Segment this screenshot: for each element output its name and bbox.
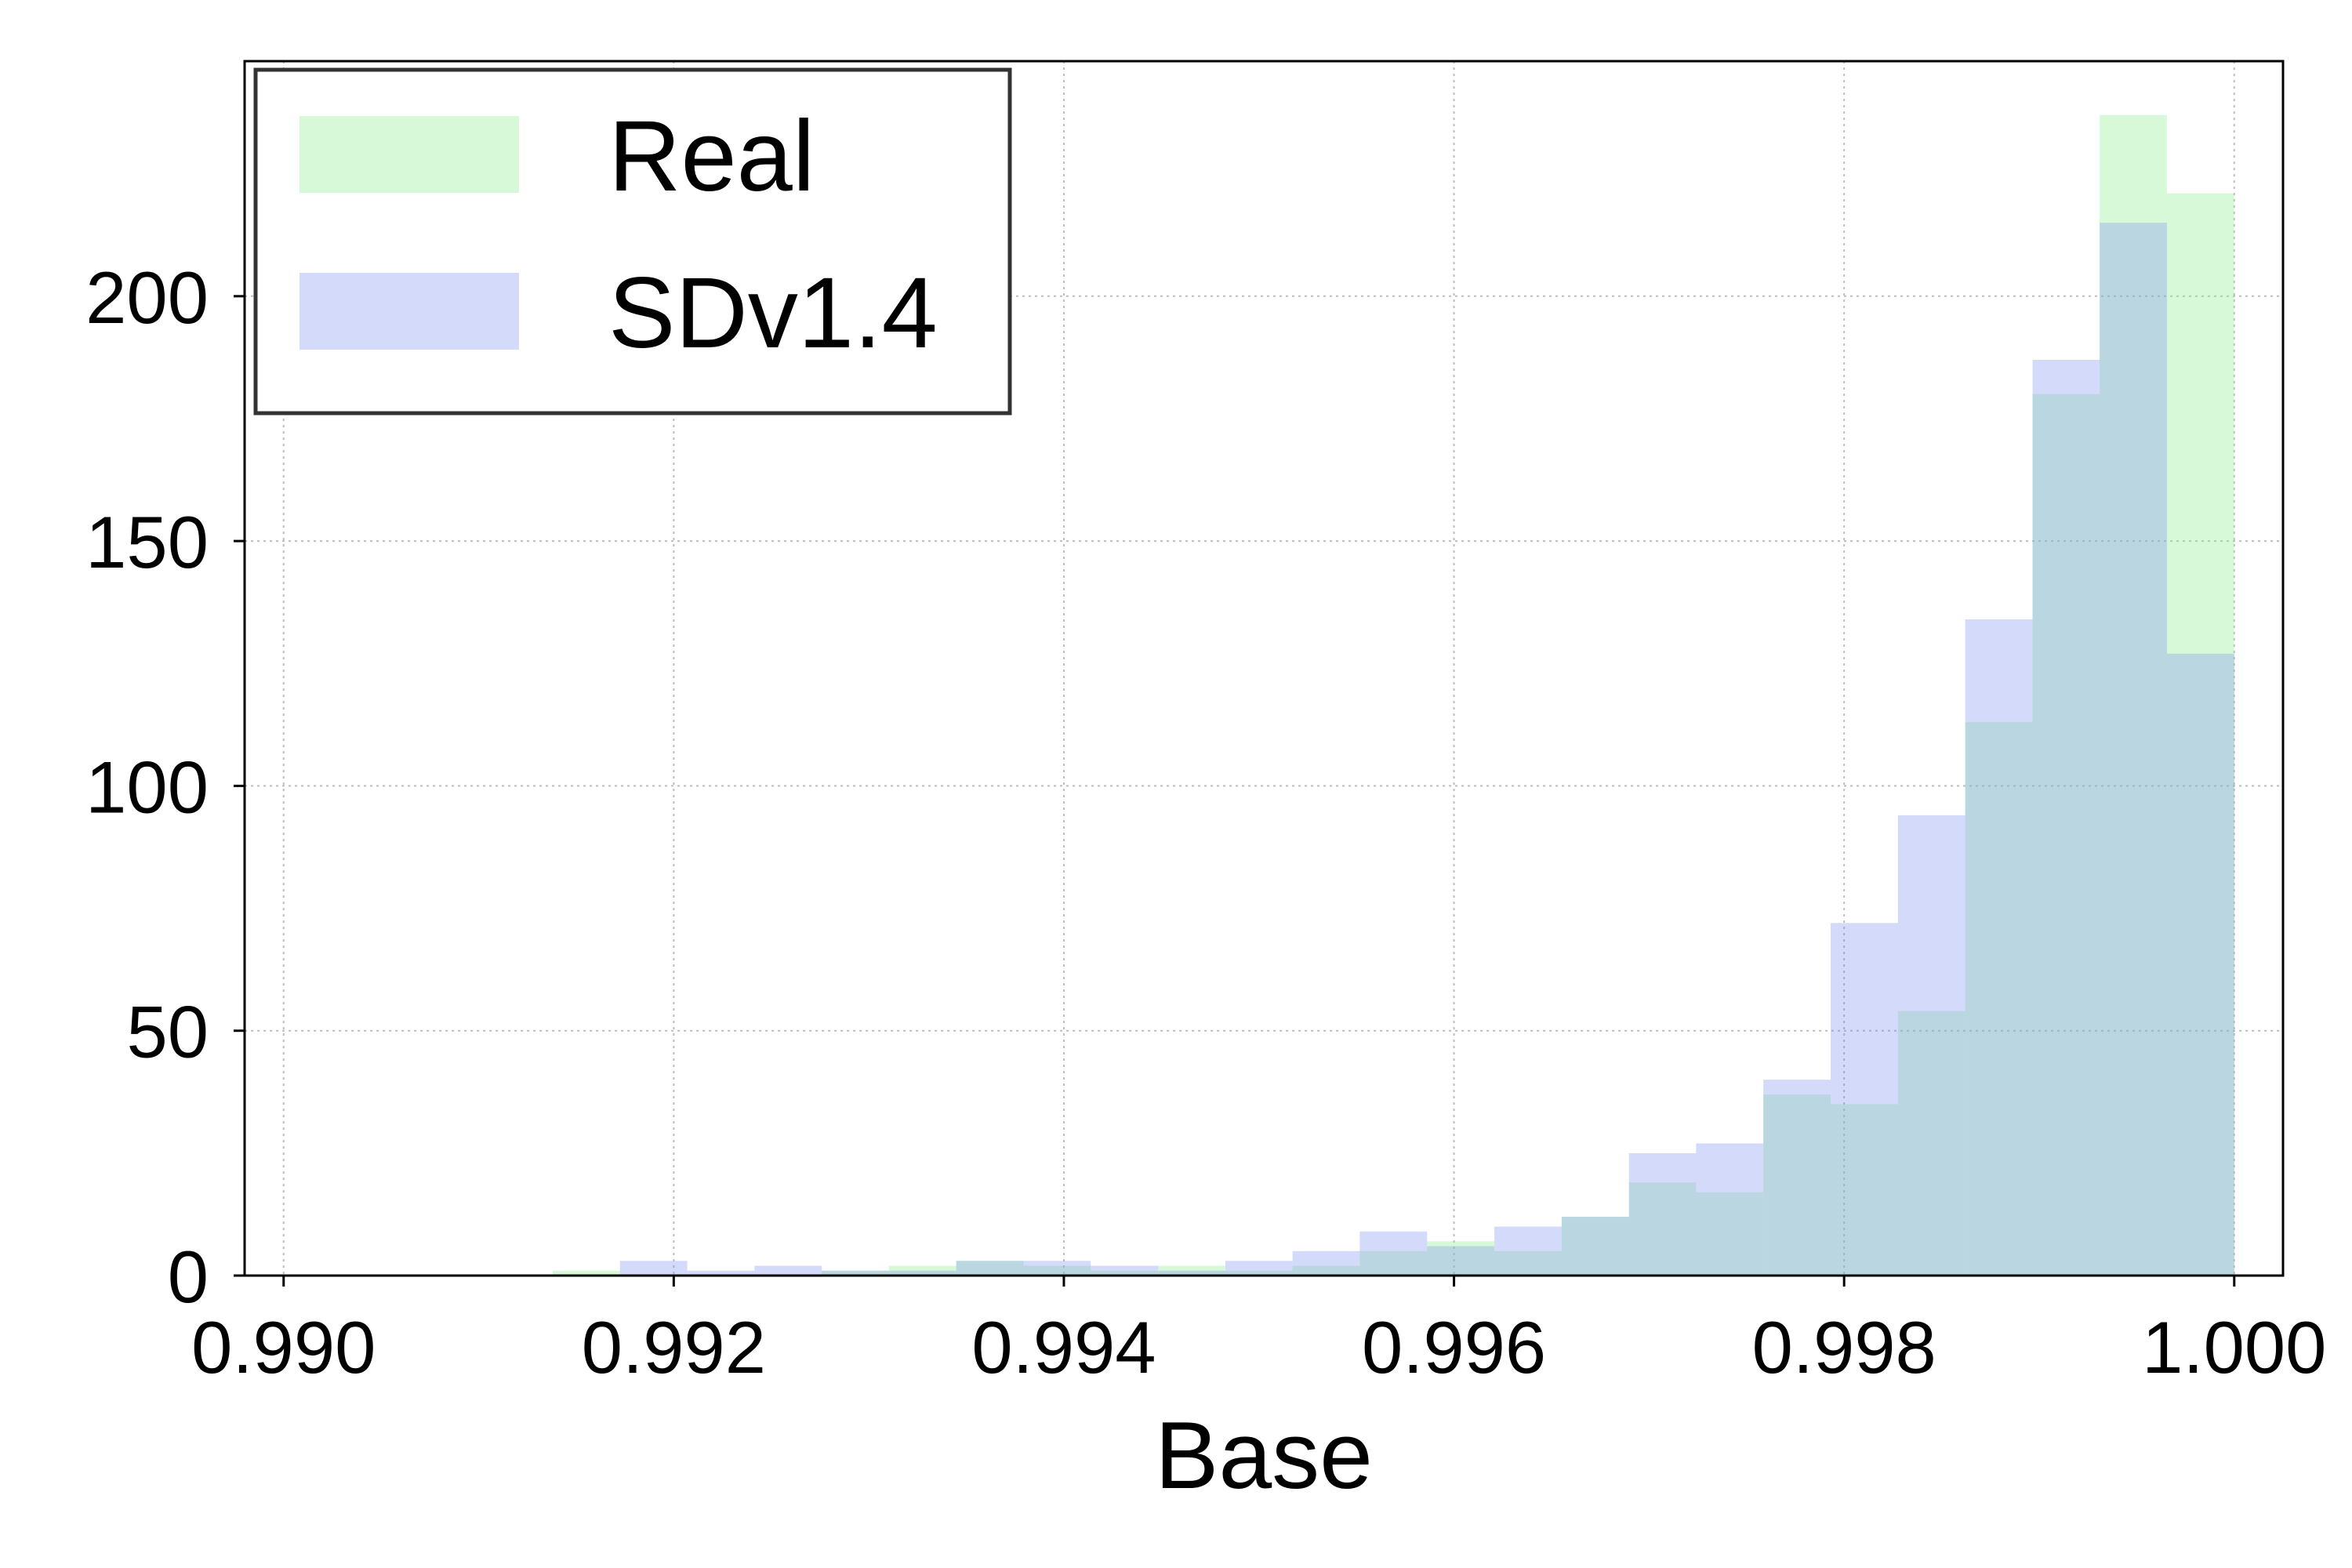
y-tick-label: 200 xyxy=(85,256,209,339)
legend-label-real: Real xyxy=(608,100,815,212)
legend: Real SDv1.4 xyxy=(253,67,1012,416)
legend-swatch-sdv14 xyxy=(299,273,519,350)
y-tick-label: 50 xyxy=(126,991,209,1073)
histogram-bar xyxy=(1561,1217,1629,1276)
legend-swatch-real xyxy=(299,116,519,193)
histogram-bar xyxy=(2032,394,2100,1276)
histogram-bar xyxy=(1091,1265,1159,1276)
histogram-bar xyxy=(822,1270,889,1276)
histogram-bar xyxy=(2032,360,2100,1276)
histogram-bar xyxy=(1023,1261,1091,1276)
histogram-bar xyxy=(1158,1265,1225,1276)
x-tick-label: 0.994 xyxy=(971,1306,1156,1388)
y-tick-label: 100 xyxy=(85,746,209,828)
histogram-bar xyxy=(1561,1217,1629,1276)
histogram-bar xyxy=(1831,923,1898,1276)
histogram-bar xyxy=(1763,1080,1831,1276)
axis-ticks: 0.990 0.992 0.994 0.996 0.998 1.000 0 50 100 150 2… xyxy=(85,256,2326,1388)
histogram-bar xyxy=(1359,1231,1428,1276)
x-tick-label: 0.990 xyxy=(191,1306,376,1388)
legend-frame xyxy=(253,67,1012,416)
x-tick-label: 0.998 xyxy=(1752,1306,1936,1388)
histogram-bar xyxy=(2166,193,2234,1276)
histogram-bar xyxy=(1897,815,1965,1276)
series-sdv14 xyxy=(619,223,2234,1276)
histogram-bar xyxy=(2100,223,2167,1276)
histogram-bar xyxy=(1225,1261,1293,1276)
histogram-bar xyxy=(754,1265,822,1276)
histogram-bar xyxy=(822,1270,889,1276)
histogram-bar xyxy=(888,1265,956,1276)
histogram-bar xyxy=(1763,1094,1831,1276)
histogram-bar xyxy=(1897,1011,1965,1276)
histogram-bar xyxy=(2166,653,2234,1276)
histogram-bar xyxy=(1023,1265,1091,1276)
histogram-bar xyxy=(1494,1250,1562,1276)
histogram-bar xyxy=(1965,722,2033,1276)
histogram-bar xyxy=(1696,1143,1764,1276)
histogram-bar xyxy=(1628,1152,1697,1276)
histogram-bar xyxy=(1427,1246,1495,1276)
histogram-bar xyxy=(1225,1270,1293,1276)
histogram-bar xyxy=(552,1270,620,1276)
legend-label-sdv14: SDv1.4 xyxy=(608,257,938,369)
x-tick-label: 0.996 xyxy=(1362,1306,1546,1388)
x-tick-label: 0.992 xyxy=(582,1306,766,1388)
series-real xyxy=(552,114,2234,1276)
histogram-bar xyxy=(1965,619,2033,1276)
plot-frame xyxy=(243,60,2285,1277)
histogram-bar xyxy=(1158,1270,1225,1276)
histogram-bar xyxy=(1628,1182,1697,1276)
histogram-bar xyxy=(1091,1270,1159,1276)
x-axis-label: Base xyxy=(1155,1402,1373,1508)
histogram-bar xyxy=(1831,1104,1898,1276)
histogram-bars xyxy=(552,114,2234,1276)
histogram-bar xyxy=(619,1261,688,1276)
histogram-bar xyxy=(1292,1265,1360,1276)
x-tick-label: 1.000 xyxy=(2142,1306,2326,1388)
histogram-bar xyxy=(1696,1192,1764,1276)
histogram-bar xyxy=(1292,1250,1360,1276)
histogram-bar xyxy=(956,1261,1024,1276)
y-tick-label: 150 xyxy=(85,501,209,583)
histogram-bar xyxy=(687,1270,755,1276)
histogram-bar xyxy=(2100,114,2167,1276)
histogram-bar xyxy=(1427,1241,1495,1276)
y-tick-label: 0 xyxy=(168,1236,209,1318)
histogram-bar xyxy=(1494,1226,1562,1276)
histogram-bar xyxy=(888,1270,956,1276)
histogram-bar xyxy=(1359,1250,1428,1276)
histogram-bar xyxy=(956,1261,1024,1276)
